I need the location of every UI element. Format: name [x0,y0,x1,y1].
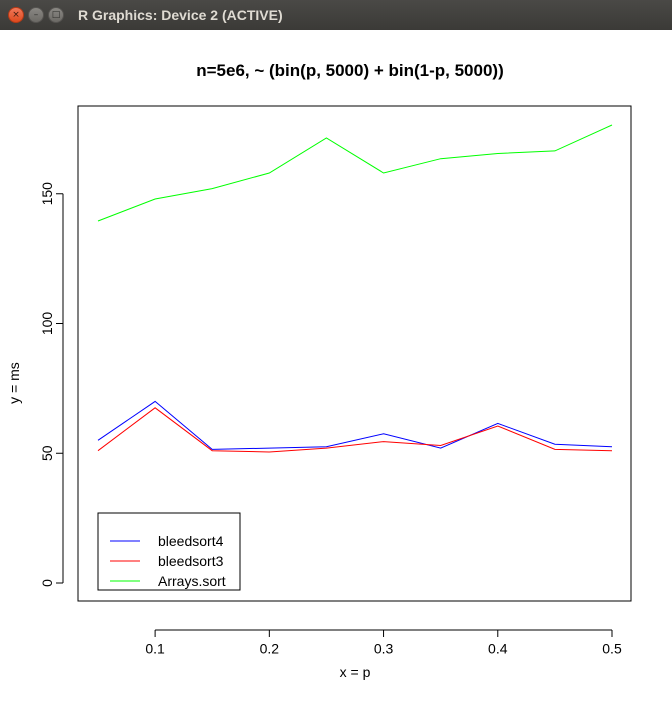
y-tick-label: 50 [39,445,55,461]
x-tick-label: 0.4 [488,640,508,656]
series-line-bleedsort4 [97,400,613,450]
y-axis-label: y = ms [6,362,22,404]
plot-canvas: n=5e6, ~ (bin(p, 5000) + bin(1-p, 5000))… [0,30,672,700]
series-lines [97,124,613,453]
y-tick-label: 0 [39,579,55,587]
x-tick-label: 0.1 [145,640,165,656]
window-titlebar: × – □ R Graphics: Device 2 (ACTIVE) [0,0,672,30]
maximize-icon: □ [51,10,61,20]
y-tick-label: 150 [39,182,55,206]
series-line-arrays-sort [97,124,613,222]
maximize-window-button[interactable]: □ [48,7,64,23]
x-tick-label: 0.3 [374,640,394,656]
chart-legend: bleedsort4 bleedsort3 Arrays.sort [97,512,241,591]
x-tick-label: 0.5 [602,640,622,656]
legend-box [97,512,241,591]
minimize-icon: – [33,10,39,20]
line-chart: n=5e6, ~ (bin(p, 5000) + bin(1-p, 5000))… [6,61,632,680]
close-window-button[interactable]: × [8,7,24,23]
legend-label: Arrays.sort [158,573,226,589]
chart-title: n=5e6, ~ (bin(p, 5000) + bin(1-p, 5000)) [196,61,504,80]
legend-label: bleedsort3 [158,553,224,569]
x-axis: 0.1 0.2 0.3 0.4 0.5 [145,629,622,656]
window-controls: × – □ [8,7,64,23]
close-icon: × [12,10,20,20]
legend-label: bleedsort4 [158,533,224,549]
series-line-bleedsort3 [97,407,613,453]
y-axis: 0 50 100 150 [39,182,64,587]
y-tick-label: 100 [39,312,55,336]
window-title: R Graphics: Device 2 (ACTIVE) [78,7,283,23]
x-axis-label: x = p [340,664,371,680]
minimize-window-button[interactable]: – [28,7,44,23]
x-tick-label: 0.2 [260,640,280,656]
plot-box [77,105,632,602]
